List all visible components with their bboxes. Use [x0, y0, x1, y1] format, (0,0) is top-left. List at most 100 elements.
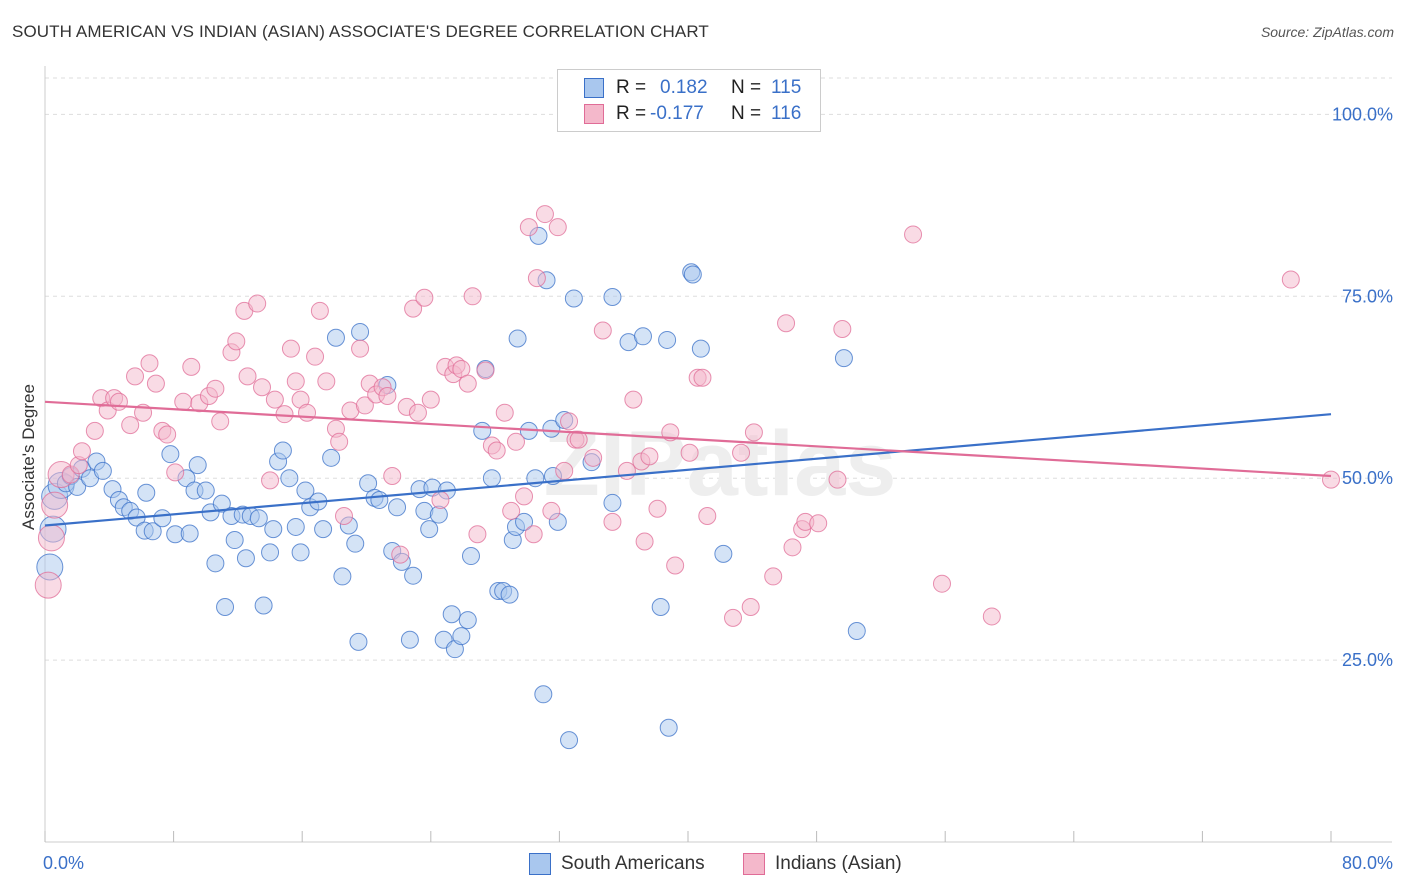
south-american-point	[236, 549, 255, 568]
south-american-point	[314, 520, 333, 539]
indian-asian-point	[783, 538, 802, 557]
indian-asian-point	[593, 321, 612, 340]
bottom-legend-label: Indians (Asian)	[775, 853, 902, 874]
indian-asian-point	[261, 471, 280, 490]
indian-asian-point	[635, 532, 654, 551]
indian-asian-point	[415, 288, 434, 307]
indian-asian-point	[569, 430, 588, 449]
south-american-point	[349, 632, 368, 651]
south-american-trend-line	[44, 413, 1332, 527]
south-american-point	[180, 524, 199, 543]
south-american-point	[273, 441, 292, 460]
indian-asian-point	[146, 374, 165, 393]
indian-asian-point	[121, 416, 140, 435]
indian-asian-point	[126, 367, 145, 386]
y-axis-label: Associate's Degree	[19, 384, 38, 530]
y-tick-labels: 25.0% 50.0% 75.0% 100.0%	[1332, 104, 1393, 670]
south-american-point	[216, 597, 235, 616]
chart-title: SOUTH AMERICAN VS INDIAN (ASIAN) ASSOCIA…	[12, 22, 709, 41]
south-american-point	[603, 288, 622, 307]
indian-asian-point	[680, 443, 699, 462]
indian-asian-point	[932, 574, 951, 593]
south-american-point	[188, 456, 207, 475]
south-american-point	[834, 349, 853, 368]
indian-asian-point	[524, 525, 543, 544]
indian-asian-point	[37, 524, 65, 552]
indian-asian-point	[310, 301, 329, 320]
south-american-point	[633, 327, 652, 346]
indian-asian-point	[41, 491, 69, 519]
indian-asian-point	[286, 372, 305, 391]
south-american-point	[291, 543, 310, 562]
south-american-point	[500, 585, 519, 604]
south-american-point	[333, 567, 352, 586]
indian-asian-point	[666, 556, 685, 575]
south-american-point	[400, 630, 419, 649]
indian-asian-point	[476, 361, 495, 380]
watermark: ZIPatlas	[544, 413, 897, 515]
south-american-point	[196, 481, 215, 500]
indian-asian-point	[72, 442, 91, 461]
indian-asian-point	[502, 501, 521, 520]
indian-asian-point	[330, 432, 349, 451]
indian-asian-point	[211, 412, 230, 431]
legend-row-indians-asian: R = -0.177 N = 116	[584, 102, 801, 126]
south-american-point	[153, 509, 172, 528]
indian-asian-point	[809, 514, 828, 533]
indian-asian-point	[34, 571, 62, 599]
indian-asian-point	[777, 314, 796, 333]
south-american-point	[370, 491, 389, 510]
south-american-point	[249, 509, 268, 528]
indian-asian-point	[624, 390, 643, 409]
south-american-point	[847, 621, 866, 640]
indian-asian-point	[421, 390, 440, 409]
south-american-point	[322, 448, 341, 467]
legend-r-label: R =	[616, 103, 647, 124]
south-american-point	[691, 339, 710, 358]
indian-asian-point	[458, 374, 477, 393]
indian-asian-point	[584, 448, 603, 467]
indian-asian-point	[1322, 470, 1340, 489]
legend: R = 0.182 N = 115 R = -0.177 N = 116	[557, 69, 821, 132]
indian-asian-point	[408, 403, 427, 422]
legend-r-value: -0.177	[650, 103, 704, 124]
indian-asian-point	[487, 441, 506, 460]
south-american-point	[161, 445, 180, 464]
bottom-legend-swatch-blue	[529, 853, 551, 875]
indian-asian-point	[617, 461, 636, 480]
legend-swatch-pink	[584, 104, 604, 124]
south-american-point	[225, 531, 244, 550]
south-american-point	[420, 520, 439, 539]
south-american-point	[137, 483, 156, 502]
indian-asian-point	[468, 525, 487, 544]
source-label: Source: ZipAtlas.com	[1260, 24, 1394, 40]
indian-asian-point	[560, 412, 579, 431]
south-american-point	[404, 566, 423, 585]
indian-asian-point	[140, 354, 159, 373]
south-american-point	[473, 421, 492, 440]
indian-asian-point	[495, 403, 514, 422]
indian-asian-point	[109, 392, 128, 411]
south-american-point	[603, 493, 622, 512]
indian-asian-points	[34, 205, 1340, 627]
indian-asian-point	[383, 467, 402, 486]
indian-asian-point	[1281, 270, 1300, 289]
south-american-point	[658, 330, 677, 349]
indian-asian-point	[298, 403, 317, 422]
legend-n-value: 115	[771, 77, 802, 98]
south-american-point	[508, 329, 527, 348]
south-american-point	[560, 731, 579, 750]
indian-asian-point	[306, 347, 325, 366]
legend-n-label: N =	[731, 77, 762, 98]
south-american-point	[714, 544, 733, 563]
indian-asian-point	[527, 269, 546, 288]
indian-asian-point	[555, 461, 574, 480]
legend-r-value: 0.182	[660, 77, 708, 98]
indian-asian-point	[828, 470, 847, 489]
south-american-point	[346, 534, 365, 553]
indian-asian-point	[404, 299, 423, 318]
y-tick-label: 100.0%	[1332, 104, 1393, 124]
south-american-point	[651, 597, 670, 616]
y-tick-label: 75.0%	[1342, 286, 1393, 306]
